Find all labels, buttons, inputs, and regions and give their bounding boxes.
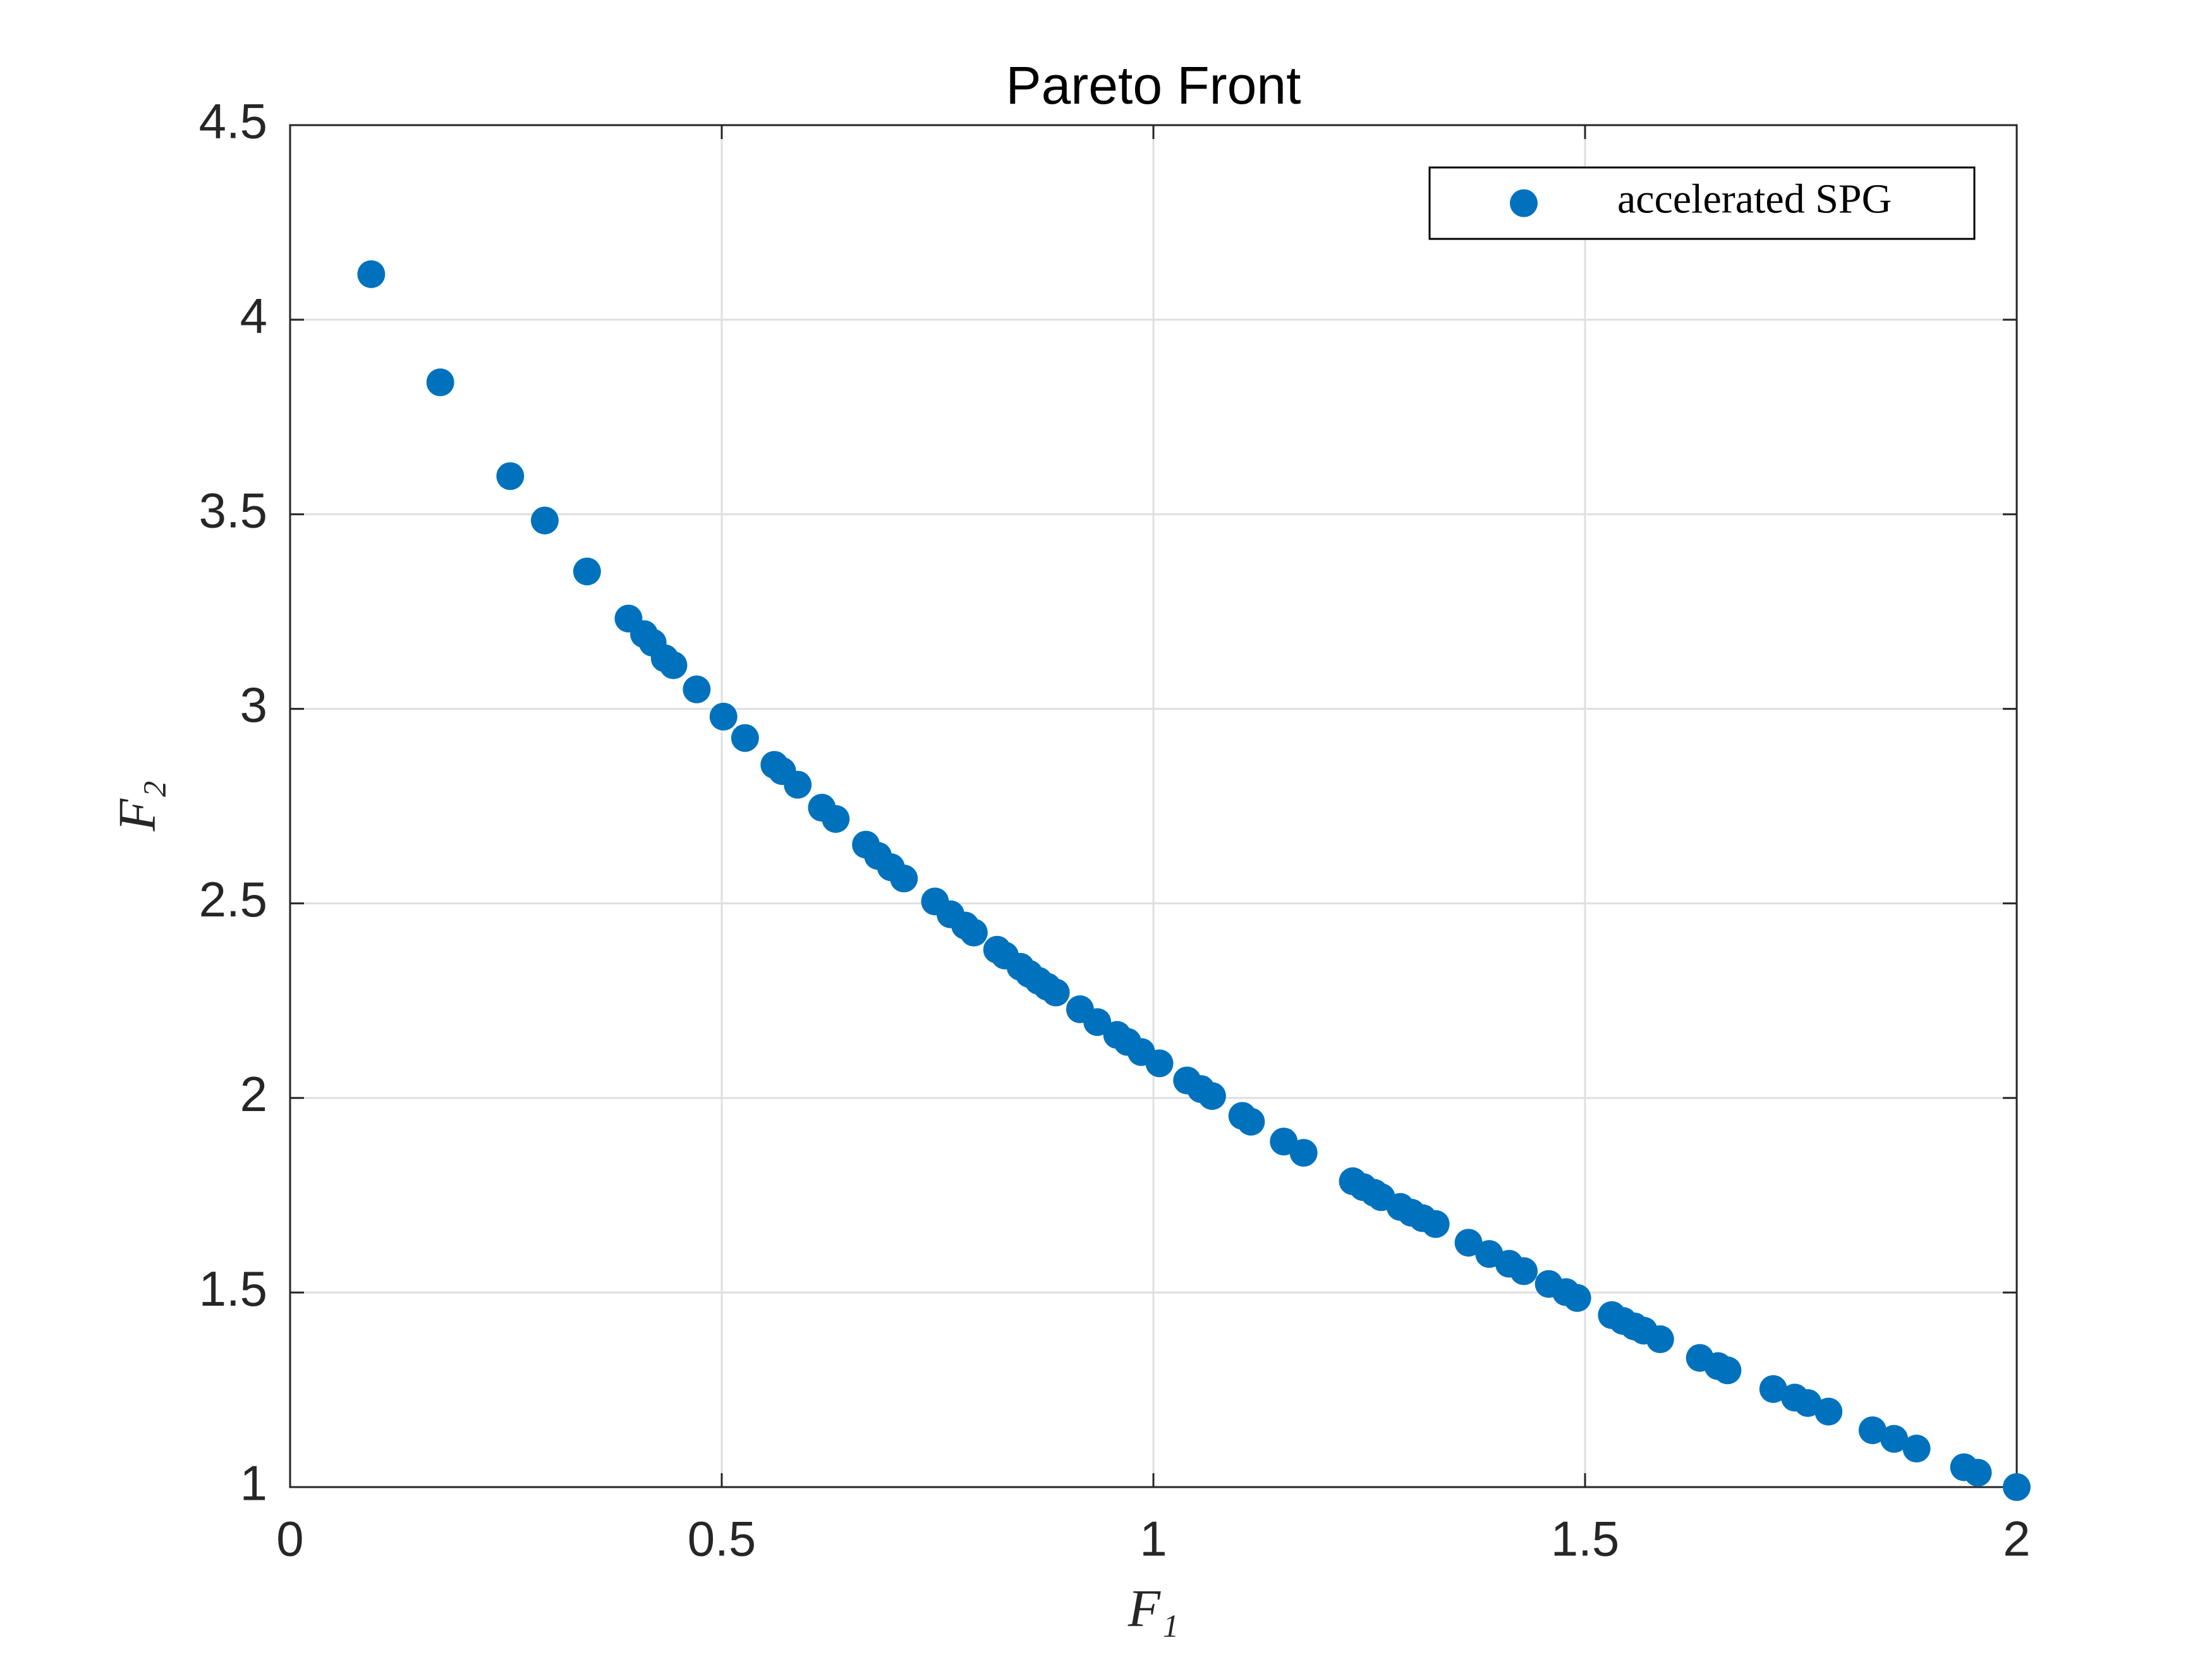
scatter-point xyxy=(530,506,559,535)
chart-title: Pareto Front xyxy=(1006,56,1301,115)
scatter-point xyxy=(1713,1356,1742,1385)
scatter-point xyxy=(890,865,918,893)
scatter-point xyxy=(822,805,850,833)
scatter-point xyxy=(1145,1049,1174,1078)
scatter-point xyxy=(659,651,688,679)
y-tick-label: 1.5 xyxy=(199,1261,267,1316)
y-axis-label: F₂ xyxy=(107,781,166,832)
x-tick-label: 2 xyxy=(2003,1511,2030,1567)
scatter-point xyxy=(1858,1416,1887,1445)
scatter-point xyxy=(1083,1008,1112,1036)
scatter-point xyxy=(1237,1107,1265,1136)
x-tick-label: 0 xyxy=(276,1511,303,1567)
scatter-point xyxy=(959,918,988,947)
x-tick-label: 1.5 xyxy=(1551,1511,1619,1567)
scatter-point xyxy=(573,557,601,586)
scatter-point xyxy=(1421,1210,1450,1238)
scatter-point xyxy=(1759,1375,1787,1403)
scatter-point xyxy=(2003,1473,2031,1501)
scatter-point xyxy=(1563,1284,1591,1312)
y-tick-label: 4 xyxy=(240,288,267,343)
scatter-point xyxy=(357,260,386,288)
scatter-point xyxy=(1814,1397,1843,1426)
y-tick-label: 3.5 xyxy=(199,482,267,538)
scatter-point xyxy=(1198,1082,1226,1110)
scatter-point xyxy=(1646,1325,1674,1354)
y-tick-label: 1 xyxy=(240,1455,267,1511)
y-tick-label: 3 xyxy=(240,677,267,732)
y-tick-label: 4.5 xyxy=(199,94,267,149)
y-tick-label: 2.5 xyxy=(199,872,267,927)
scatter-point xyxy=(784,770,812,799)
legend-marker xyxy=(1510,189,1538,217)
scatter-point xyxy=(496,462,525,490)
x-tick-label: 1 xyxy=(1139,1511,1167,1567)
legend-label: accelerated SPG xyxy=(1617,176,1892,222)
scatter-point xyxy=(1880,1425,1909,1453)
scatter-point xyxy=(1964,1459,1992,1487)
scatter-point xyxy=(709,702,738,731)
scatter-point xyxy=(426,368,454,396)
scatter-point xyxy=(1454,1229,1483,1257)
scatter-point xyxy=(683,675,711,703)
scatter-point xyxy=(731,724,759,752)
x-tick-label: 0.5 xyxy=(688,1511,756,1567)
scatter-point xyxy=(1042,978,1070,1007)
y-tick-label: 2 xyxy=(240,1066,267,1122)
x-axis-label: F₁ xyxy=(1127,1579,1179,1638)
scatter-point xyxy=(1289,1139,1318,1167)
scatter-point xyxy=(1902,1435,1931,1463)
axes-box xyxy=(289,124,2018,1488)
scatter-point xyxy=(1510,1257,1538,1285)
